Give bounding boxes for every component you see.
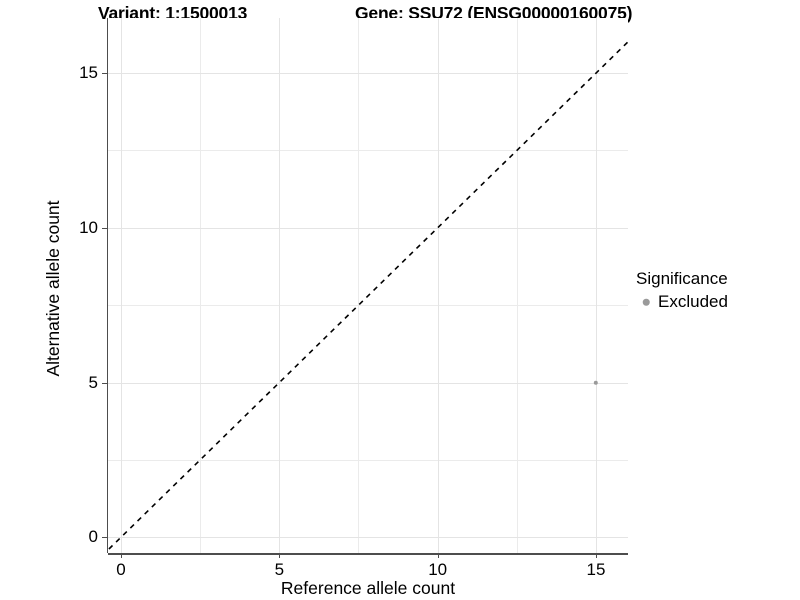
x-tick-mark bbox=[437, 553, 439, 558]
legend: Significance Excluded bbox=[636, 268, 796, 313]
x-tick-label: 10 bbox=[428, 560, 448, 579]
y-tick-label: 0 bbox=[88, 527, 98, 547]
gridline-x-major bbox=[596, 18, 597, 553]
gridline-y-minor bbox=[108, 150, 628, 152]
x-tick-label: 0 bbox=[116, 560, 126, 579]
x-axis-title: Reference allele count bbox=[280, 578, 456, 598]
gridline-y-major bbox=[108, 73, 628, 75]
legend-item[interactable]: Excluded bbox=[636, 291, 796, 313]
gridline-x-major bbox=[437, 18, 439, 553]
legend-key-dot-icon bbox=[636, 292, 656, 312]
gridline-y-minor bbox=[108, 459, 628, 461]
gridline-x-minor bbox=[200, 18, 202, 553]
identity-reference-line bbox=[108, 40, 628, 552]
x-tick-label: 5 bbox=[274, 560, 285, 579]
gridline-y-major bbox=[108, 382, 628, 384]
y-axis-line bbox=[106, 18, 109, 553]
y-tick-mark bbox=[101, 382, 107, 384]
legend-title: Significance bbox=[636, 269, 728, 288]
y-tick-label: 15 bbox=[79, 63, 98, 83]
abline-segment bbox=[108, 40, 628, 552]
plot-panel bbox=[108, 18, 628, 553]
x-tick-mark bbox=[279, 553, 281, 558]
y-tick-mark bbox=[101, 73, 107, 75]
gridline-x-major bbox=[120, 18, 122, 553]
x-tick-label: 15 bbox=[586, 560, 606, 579]
y-tick-mark bbox=[101, 227, 107, 229]
data-point[interactable] bbox=[593, 380, 599, 385]
gridline-y-major bbox=[108, 537, 628, 539]
gridline-y-major bbox=[108, 227, 628, 229]
y-axis-title: Alternative allele count bbox=[43, 200, 63, 377]
y-tick-mark bbox=[101, 537, 107, 539]
y-tick-label: 5 bbox=[88, 372, 98, 392]
x-tick-mark bbox=[120, 553, 122, 558]
legend-items: Excluded bbox=[636, 291, 796, 313]
gridline-x-minor bbox=[358, 18, 360, 553]
y-tick-label: 10 bbox=[79, 217, 98, 237]
legend-item-label: Excluded bbox=[658, 292, 728, 311]
gridline-x-major bbox=[279, 18, 281, 553]
gridline-y-minor bbox=[108, 305, 628, 307]
x-axis-line bbox=[108, 553, 628, 555]
gridline-x-minor bbox=[516, 18, 518, 553]
x-tick-mark bbox=[596, 553, 597, 558]
